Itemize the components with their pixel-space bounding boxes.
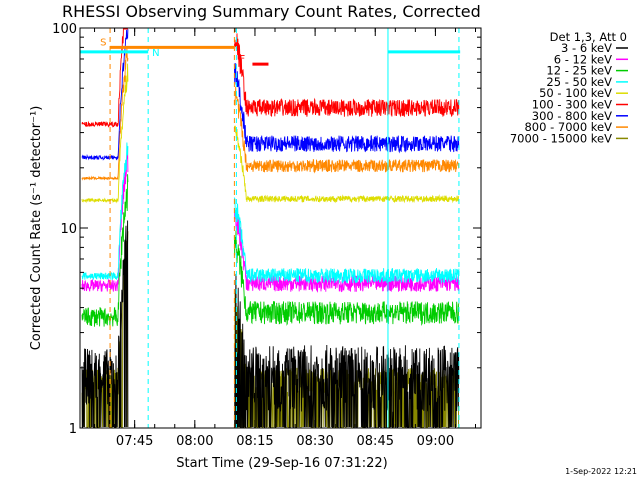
series-5 — [81, 63, 460, 204]
series-line — [234, 273, 460, 428]
legend-label: 300 - 800 keV — [532, 109, 612, 123]
legend-label: 100 - 300 keV — [532, 98, 612, 112]
y-tick-label: 100 — [52, 22, 77, 37]
x-tick-label: 07:45 — [116, 434, 153, 449]
x-axis-label: Start Time (29-Sep-16 07:31:22) — [176, 456, 387, 471]
series-line — [233, 33, 460, 118]
x-tick-label: 08:45 — [357, 434, 394, 449]
plot-frame — [79, 27, 482, 429]
series-line — [233, 86, 460, 174]
series-line — [81, 142, 129, 281]
y-tick-label: 10 — [60, 222, 77, 237]
series-line — [233, 63, 460, 154]
x-tick-label: 08:15 — [236, 434, 273, 449]
footer-timestamp: 1-Sep-2022 12:21 — [565, 467, 637, 476]
legend-label: 6 - 12 keV — [554, 52, 612, 66]
legend-header: Det 1,3, Att 0 — [550, 30, 627, 44]
series-3 — [81, 174, 460, 327]
series-line — [233, 230, 460, 326]
series-line — [81, 46, 129, 181]
series-7 — [81, 29, 460, 161]
series-6 — [81, 28, 460, 128]
x-tick-label: 08:00 — [176, 434, 213, 449]
axis-ticks: 1 10 100 07:45 08:00 08:15 08:30 08:45 09:00 — [52, 22, 481, 449]
night-label: N — [152, 48, 159, 59]
series-1 — [81, 220, 460, 428]
saa-label: S — [100, 37, 106, 48]
plot-area — [81, 28, 460, 428]
legend-label: 3 - 6 keV — [561, 41, 612, 55]
series-8 — [81, 46, 460, 181]
y-axis-label: Corrected Count Rate (s⁻¹ detector⁻¹) — [29, 106, 44, 351]
series-line — [81, 29, 129, 161]
legend-label: 7000 - 15000 keV — [510, 131, 612, 145]
series-line — [81, 63, 129, 204]
orbit-annotations: S N F — [80, 28, 461, 428]
series-line — [233, 197, 460, 284]
series-line — [81, 28, 128, 128]
chart-title: RHESSI Observing Summary Count Rates, Co… — [62, 2, 481, 21]
y-tick-label: 1 — [69, 422, 77, 437]
flare-label: F — [239, 54, 245, 65]
x-tick-label: 08:30 — [296, 434, 333, 449]
series-line — [81, 174, 129, 327]
x-tick-label: 09:00 — [417, 434, 454, 449]
series-line — [81, 220, 129, 428]
legend-label: 800 - 7000 keV — [524, 120, 612, 134]
series-line — [81, 148, 129, 292]
legend-label: 12 - 25 keV — [546, 64, 612, 78]
legend-label: 50 - 100 keV — [539, 86, 612, 100]
legend-label: 25 - 50 keV — [546, 75, 612, 89]
series-line — [233, 125, 460, 204]
series-4 — [81, 142, 460, 284]
